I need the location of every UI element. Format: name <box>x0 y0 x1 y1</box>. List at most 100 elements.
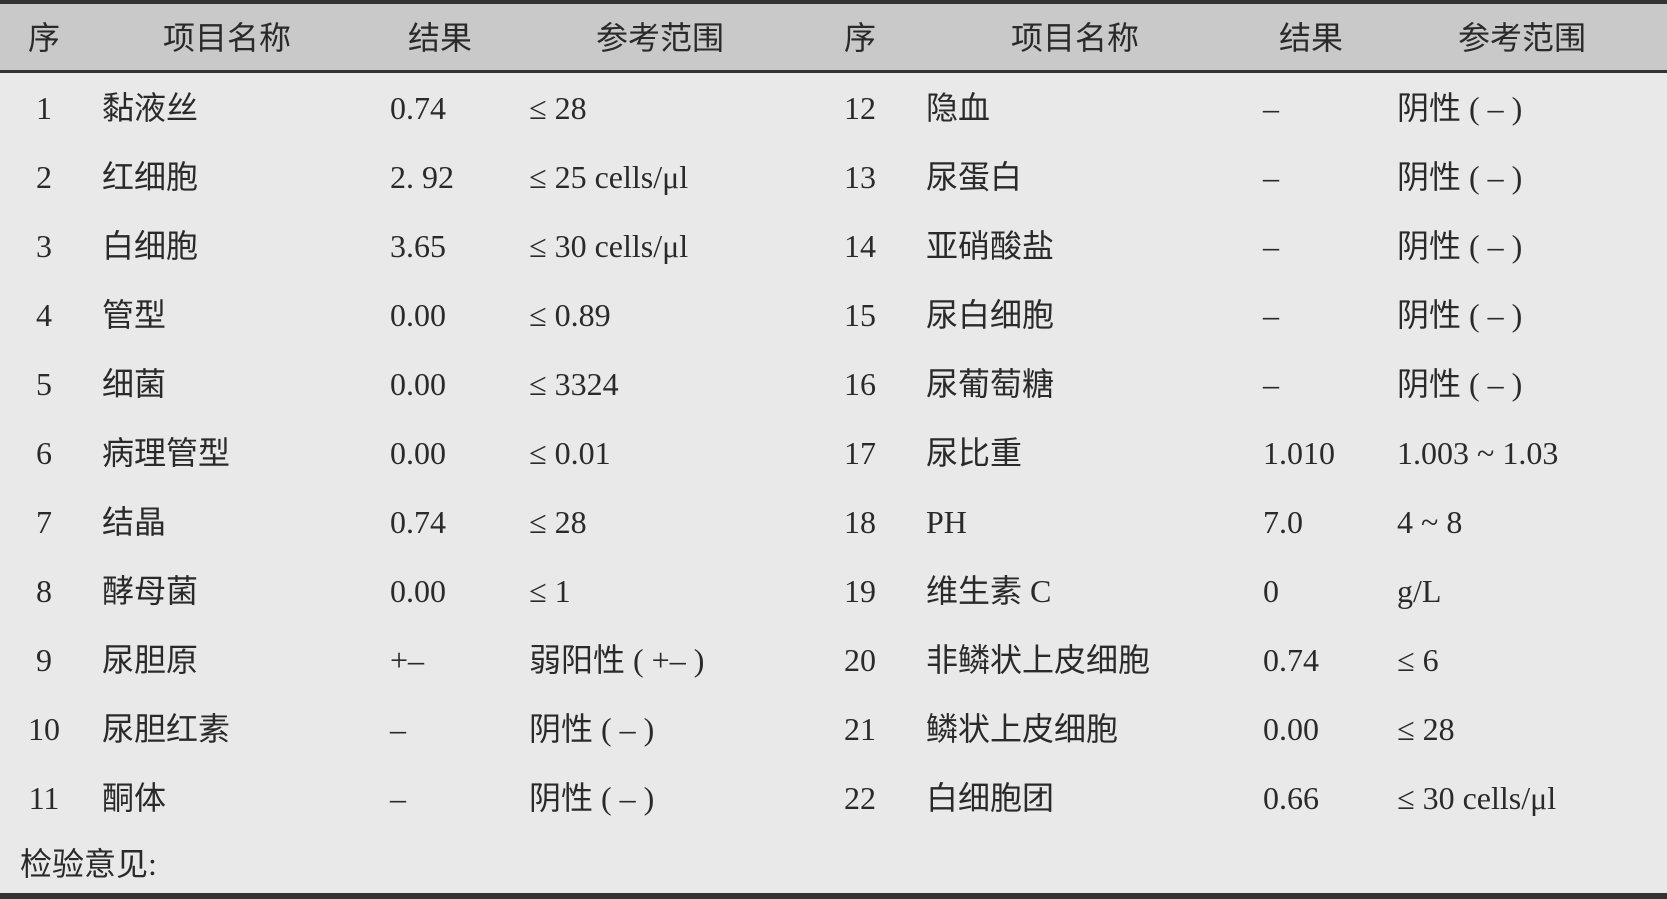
cell-item-name: 病理管型 <box>102 435 231 471</box>
cell-reference-range: 弱阳性 ( +– ) <box>529 642 705 678</box>
cell-reference-range: ≤ 28 <box>529 90 587 126</box>
cell-reference-range: g/L <box>1397 573 1442 609</box>
cell-result: 2. 92 <box>390 159 454 195</box>
cell-item-name: 尿胆原 <box>102 642 199 678</box>
cell-result: 0.74 <box>390 504 446 540</box>
cell-result: – <box>390 780 406 816</box>
cell-reference-range: ≤ 3324 <box>529 366 619 402</box>
cell-reference-range: 阴性 ( – ) <box>529 711 655 747</box>
cell-seq: 18 <box>844 504 876 540</box>
cell-item-name: 鳞状上皮细胞 <box>926 711 1119 747</box>
cell-result: 0.74 <box>390 90 446 126</box>
cell-seq: 1 <box>36 90 52 126</box>
cell-result: 0 <box>1263 573 1279 609</box>
cell-result: 0.00 <box>1263 711 1319 747</box>
cell-result: 0.00 <box>390 297 446 333</box>
cell-seq: 22 <box>844 780 876 816</box>
cell-reference-range: ≤ 30 cells/μl <box>529 228 689 264</box>
cell-result: 0.00 <box>390 435 446 471</box>
cell-seq: 8 <box>36 573 52 609</box>
cell-item-name: 白细胞团 <box>926 780 1055 816</box>
cell-item-name: 亚硝酸盐 <box>926 228 1055 264</box>
header-seq: 序 <box>843 20 877 56</box>
cell-reference-range: 阴性 ( – ) <box>1397 366 1523 402</box>
cell-seq: 2 <box>36 159 52 195</box>
cell-item-name: 白细胞 <box>102 228 199 264</box>
cell-seq: 15 <box>844 297 876 333</box>
cell-seq: 20 <box>844 642 876 678</box>
cell-reference-range: ≤ 28 <box>529 504 587 540</box>
cell-reference-range: ≤ 30 cells/μl <box>1397 780 1557 816</box>
cell-reference-range: ≤ 28 <box>1397 711 1455 747</box>
cell-result: – <box>390 711 406 747</box>
cell-result: – <box>1263 90 1279 126</box>
bottom-border <box>0 893 1667 899</box>
cell-result: +– <box>390 642 425 678</box>
cell-seq: 19 <box>844 573 876 609</box>
cell-item-name: 尿蛋白 <box>926 159 1023 195</box>
table-header: 序 项目名称 结果 参考范围 序 项目名称 结果 参考范围 <box>0 4 1667 73</box>
cell-reference-range: ≤ 6 <box>1397 642 1439 678</box>
cell-seq: 21 <box>844 711 876 747</box>
cell-reference-range: ≤ 25 cells/μl <box>529 159 689 195</box>
cell-seq: 13 <box>844 159 876 195</box>
cell-item-name: 尿比重 <box>926 435 1023 471</box>
cell-result: 1.010 <box>1263 435 1335 471</box>
cell-reference-range: 阴性 ( – ) <box>1397 297 1523 333</box>
cell-seq: 14 <box>844 228 876 264</box>
cell-item-name: 黏液丝 <box>102 90 199 126</box>
cell-result: – <box>1263 159 1279 195</box>
cell-reference-range: 4 ~ 8 <box>1397 504 1463 540</box>
header-result: 结果 <box>407 20 473 56</box>
cell-reference-range: ≤ 0.89 <box>529 297 611 333</box>
cell-seq: 3 <box>36 228 52 264</box>
cell-result: – <box>1263 228 1279 264</box>
cell-reference-range: 阴性 ( – ) <box>1397 159 1523 195</box>
cell-seq: 12 <box>844 90 876 126</box>
cell-result: – <box>1263 297 1279 333</box>
header-reference-range: 参考范围 <box>595 20 725 56</box>
inspection-comment: 检验意见: <box>20 846 157 882</box>
cell-item-name: PH <box>926 504 967 540</box>
cell-reference-range: 阴性 ( – ) <box>1397 90 1523 126</box>
cell-item-name: 管型 <box>102 297 167 333</box>
header-item-name: 项目名称 <box>1010 20 1140 56</box>
cell-result: 3.65 <box>390 228 446 264</box>
cell-item-name: 尿葡萄糖 <box>926 366 1055 402</box>
header-result: 结果 <box>1278 20 1344 56</box>
cell-seq: 7 <box>36 504 52 540</box>
cell-seq: 16 <box>844 366 876 402</box>
cell-item-name: 尿胆红素 <box>102 711 231 747</box>
cell-seq: 6 <box>36 435 52 471</box>
header-item-name: 项目名称 <box>162 20 292 56</box>
cell-result: 0.00 <box>390 366 446 402</box>
cell-reference-range: 1.003 ~ 1.03 <box>1397 435 1559 471</box>
cell-result: 0.66 <box>1263 780 1319 816</box>
cell-item-name: 酮体 <box>102 780 167 816</box>
header-reference-range: 参考范围 <box>1457 20 1587 56</box>
cell-item-name: 尿白细胞 <box>926 297 1055 333</box>
cell-result: 7.0 <box>1263 504 1303 540</box>
cell-seq: 5 <box>36 366 52 402</box>
cell-seq: 11 <box>28 780 60 816</box>
cell-item-name: 红细胞 <box>102 159 199 195</box>
cell-seq: 9 <box>36 642 52 678</box>
cell-result: 0.00 <box>390 573 446 609</box>
cell-seq: 4 <box>36 297 52 333</box>
cell-seq: 17 <box>844 435 876 471</box>
cell-reference-range: 阴性 ( – ) <box>529 780 655 816</box>
cell-item-name: 细菌 <box>102 366 167 402</box>
cell-item-name: 维生素 C <box>926 573 1052 609</box>
cell-reference-range: ≤ 1 <box>529 573 571 609</box>
cell-item-name: 隐血 <box>926 90 991 126</box>
cell-reference-range: ≤ 0.01 <box>529 435 611 471</box>
cell-item-name: 非鳞状上皮细胞 <box>926 642 1151 678</box>
cell-item-name: 结晶 <box>102 504 167 540</box>
top-border <box>0 0 1667 4</box>
cell-result: – <box>1263 366 1279 402</box>
cell-reference-range: 阴性 ( – ) <box>1397 228 1523 264</box>
cell-result: 0.74 <box>1263 642 1319 678</box>
cell-seq: 10 <box>28 711 60 747</box>
cell-item-name: 酵母菌 <box>102 573 199 609</box>
header-seq: 序 <box>27 20 61 56</box>
